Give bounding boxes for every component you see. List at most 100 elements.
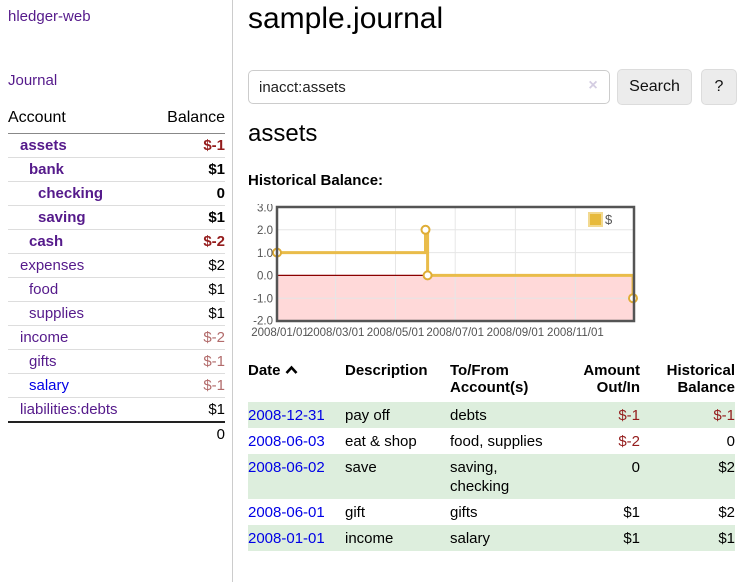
transaction-accounts: debts xyxy=(450,407,487,424)
date-column-header: Date xyxy=(248,360,345,402)
sidebar-divider xyxy=(232,0,233,582)
transaction-description: save xyxy=(345,454,450,499)
brand-link[interactable]: hledger-web xyxy=(8,8,91,25)
table-header-row: Account Balance xyxy=(8,106,225,134)
page-title: sample.journal xyxy=(248,2,444,35)
accounts-total-value: 0 xyxy=(150,421,225,446)
account-balance-table: Account Balance assets $-1 bank $1 check… xyxy=(8,106,225,446)
register-row: 2008-06-02 save saving, checking 0 $2 xyxy=(248,454,735,499)
transaction-date-link[interactable]: 2008-01-01 xyxy=(248,530,325,547)
account-balance: $1 xyxy=(150,397,225,423)
balance-column-header: Historical Balance xyxy=(666,362,735,396)
sort-ascending-icon xyxy=(285,362,298,379)
chart-title: Historical Balance: xyxy=(248,172,384,189)
sidebar: hledger-web Journal Account Balance asse… xyxy=(0,0,232,582)
transaction-description: eat & shop xyxy=(345,433,417,450)
account-row-saving: saving $1 xyxy=(8,205,225,230)
account-link-cash[interactable]: cash xyxy=(29,233,64,250)
svg-text:3.0: 3.0 xyxy=(257,204,273,215)
transaction-amount: $1 xyxy=(578,525,640,551)
account-row-expenses: expenses $2 xyxy=(8,253,225,278)
transaction-balance: $-1 xyxy=(640,402,735,428)
register-row: 2008-12-31 pay off debts $-1 $-1 xyxy=(248,402,735,428)
plot-border xyxy=(275,205,636,323)
transaction-accounts: salary xyxy=(450,530,491,547)
account-link-saving[interactable]: saving xyxy=(38,209,86,226)
account-row-assets: assets $-1 xyxy=(8,133,225,158)
account-balance: $1 xyxy=(150,157,225,182)
account-link-liabilities-debts[interactable]: liabilities:debts xyxy=(20,401,118,418)
transaction-amount: $-1 xyxy=(578,402,640,428)
account-link-supplies[interactable]: supplies xyxy=(29,305,85,322)
transaction-amount: 0 xyxy=(578,454,640,499)
register-row: 2008-01-01 income salary $1 $1 xyxy=(248,525,735,551)
help-button[interactable]: ? xyxy=(701,69,737,105)
amount-column-header: Amount Out/In xyxy=(583,362,640,396)
account-heading: assets xyxy=(248,120,318,147)
register-table: Date Description To/From Account(s) Amou… xyxy=(248,360,735,551)
svg-text:2008/07/01: 2008/07/01 xyxy=(426,327,484,339)
transaction-date-link[interactable]: 2008-06-01 xyxy=(248,504,325,521)
account-balance: $-1 xyxy=(150,373,225,398)
account-row-cash: cash $-2 xyxy=(8,229,225,254)
transaction-amount: $-2 xyxy=(618,433,640,450)
account-row-bank: bank $1 xyxy=(8,157,225,182)
account-link-checking[interactable]: checking xyxy=(38,185,104,202)
svg-text:2008/09/01: 2008/09/01 xyxy=(487,327,545,339)
account-link-food[interactable]: food xyxy=(29,281,59,298)
search-input[interactable] xyxy=(248,70,610,104)
transaction-date-link[interactable]: 2008-06-03 xyxy=(248,433,325,450)
account-link-assets[interactable]: assets xyxy=(20,137,67,154)
transaction-accounts: gifts xyxy=(450,504,478,521)
account-balance: $1 xyxy=(150,301,225,326)
legend-label: $ xyxy=(605,212,613,227)
svg-text:2008/05/01: 2008/05/01 xyxy=(367,327,425,339)
account-row-food: food $1 xyxy=(8,277,225,302)
transaction-date-link[interactable]: 2008-12-31 xyxy=(248,407,325,424)
sidebar-item-journal[interactable]: Journal xyxy=(8,72,58,89)
balance-column-header: Balance xyxy=(150,106,225,134)
account-balance: $-2 xyxy=(150,325,225,350)
clear-search-icon[interactable]: × xyxy=(588,77,598,94)
svg-text:0.0: 0.0 xyxy=(257,271,273,283)
accounts-column-header: To/From Account(s) xyxy=(450,362,529,396)
account-row-supplies: supplies $1 xyxy=(8,301,225,326)
search-button[interactable]: Search xyxy=(617,69,692,105)
register-row: 2008-06-03 eat & shop food, supplies $-2… xyxy=(248,428,735,454)
transaction-balance: $2 xyxy=(640,454,735,499)
y-axis-labels: 3.0 2.0 1.0 0.0 -1.0 -2.0 xyxy=(253,204,273,328)
data-points xyxy=(272,224,638,304)
x-axis-labels: 2008/01/01 2008/03/01 2008/05/01 2008/07… xyxy=(251,327,604,339)
account-link-expenses[interactable]: expenses xyxy=(20,257,85,274)
transaction-balance: 0 xyxy=(726,433,735,450)
legend-swatch-icon xyxy=(588,212,603,227)
description-column-header: Description xyxy=(345,362,428,379)
account-balance: $-1 xyxy=(150,133,225,158)
svg-text:2008/11/01: 2008/11/01 xyxy=(547,327,604,339)
account-row-gifts: gifts $-1 xyxy=(8,349,225,374)
main-content: sample.journal × Search ? assets Histori… xyxy=(248,0,738,582)
account-balance: $-2 xyxy=(150,229,225,254)
historical-balance-chart: $ 3.0 2.0 1.0 0.0 -1.0 -2.0 2008/01/01 2… xyxy=(251,204,638,339)
transaction-accounts: saving, checking xyxy=(450,459,510,495)
register-header-row: Date Description To/From Account(s) Amou… xyxy=(248,360,735,402)
account-balance: $1 xyxy=(150,205,225,230)
account-balance: $1 xyxy=(150,277,225,302)
svg-text:2008/01/01: 2008/01/01 xyxy=(251,327,309,339)
transaction-description: pay off xyxy=(345,402,450,428)
transaction-description: income xyxy=(345,525,450,551)
account-balance: 0 xyxy=(150,181,225,206)
account-balance: $-1 xyxy=(150,349,225,374)
register-row: 2008-06-01 gift gifts $1 $2 xyxy=(248,499,735,525)
account-row-checking: checking 0 xyxy=(8,181,225,206)
account-row-income: income $-2 xyxy=(8,325,225,350)
account-row-salary: salary $-1 xyxy=(8,373,225,398)
transaction-date-link[interactable]: 2008-06-02 xyxy=(248,459,325,476)
svg-text:-2.0: -2.0 xyxy=(253,316,273,328)
transaction-description: gift xyxy=(345,504,366,521)
chart-legend: $ xyxy=(588,212,613,227)
account-link-gifts[interactable]: gifts xyxy=(29,353,57,370)
account-link-bank[interactable]: bank xyxy=(29,161,65,178)
account-link-income[interactable]: income xyxy=(20,329,69,346)
account-link-salary[interactable]: salary xyxy=(29,377,70,394)
